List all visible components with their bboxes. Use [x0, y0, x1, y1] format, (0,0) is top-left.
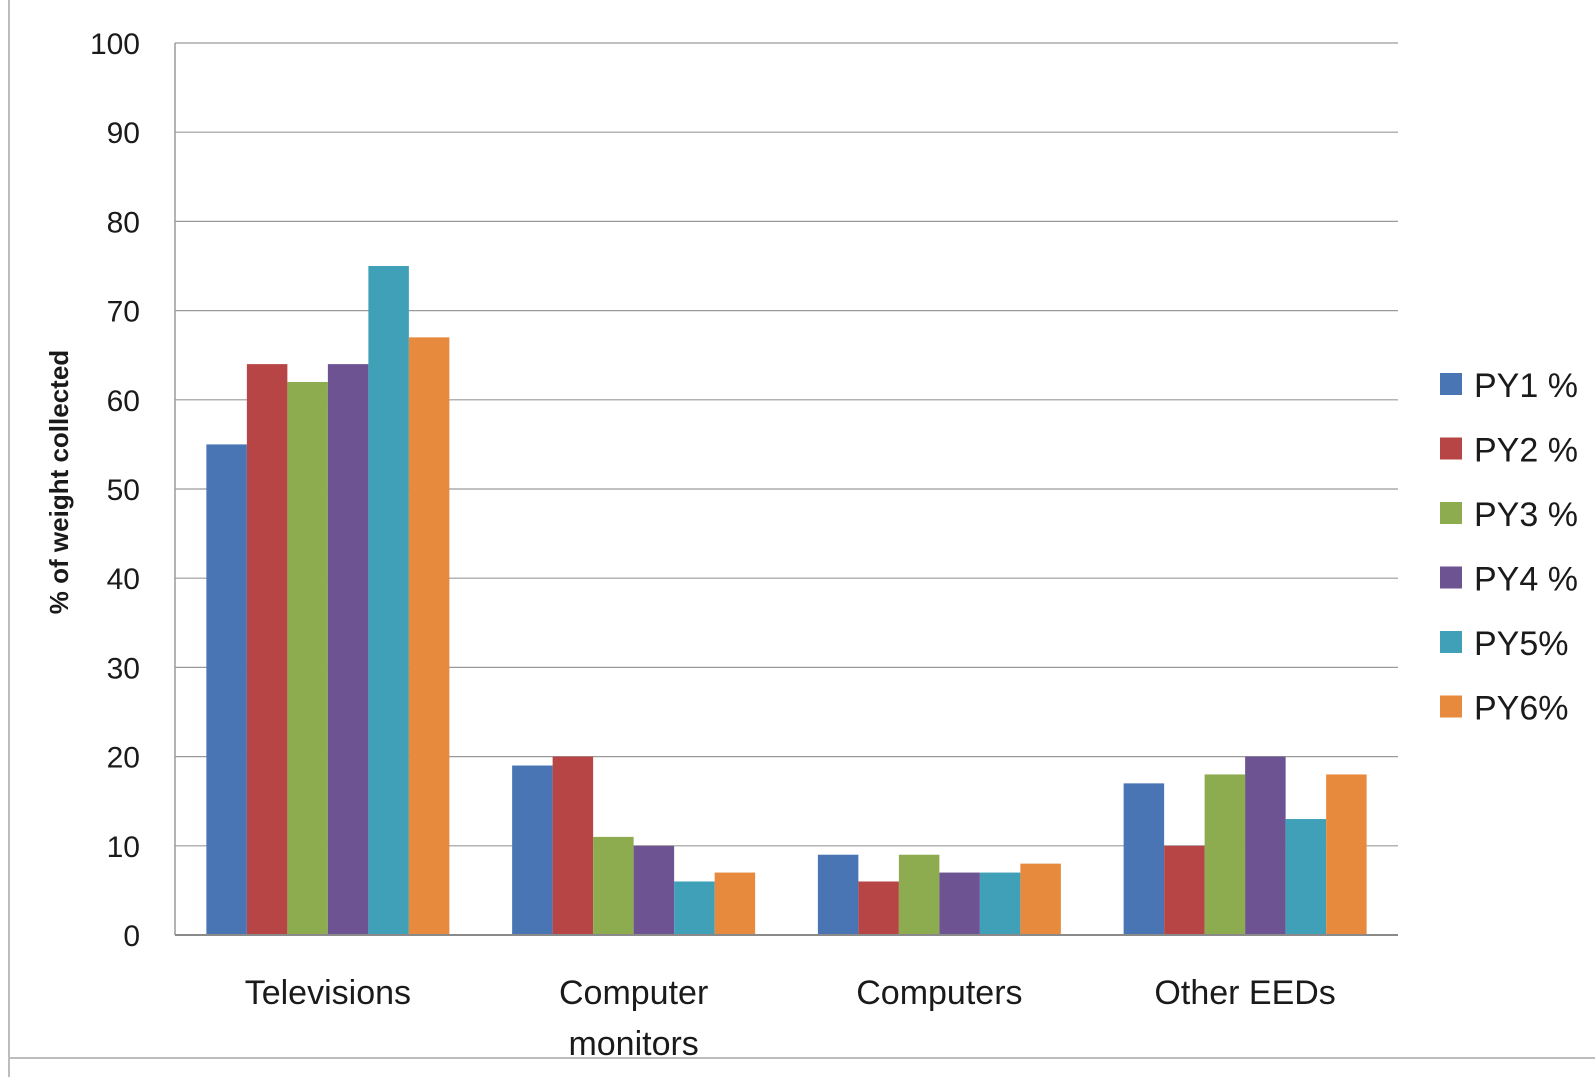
- legend-item: PY2 %: [1440, 432, 1578, 470]
- legend-label: PY3 %: [1474, 496, 1578, 534]
- bar: [512, 765, 553, 935]
- y-tick-label: 80: [107, 206, 140, 239]
- legend-item: PY4 %: [1440, 561, 1578, 599]
- bar: [633, 845, 675, 935]
- left-border-line: [8, 0, 10, 1077]
- legend-label: PY4 %: [1474, 561, 1578, 599]
- y-tick-label: 10: [107, 831, 140, 864]
- bar: [593, 836, 634, 935]
- y-tick-label: 30: [107, 652, 140, 685]
- bar: [408, 337, 450, 935]
- y-tick-label: 50: [107, 474, 140, 507]
- bar: [246, 364, 288, 935]
- y-tick-label: 60: [107, 385, 140, 418]
- legend-item: PY6%: [1440, 690, 1569, 728]
- x-axis: [174, 43, 1398, 936]
- category-labels: Televisions Computer monitors Computers Othe…: [245, 974, 1336, 1063]
- bar: [1020, 863, 1061, 935]
- legend-label: PY2 %: [1474, 432, 1578, 470]
- y-tick-label: 40: [107, 563, 140, 596]
- bar: [1285, 819, 1327, 935]
- legend-item: PY5%: [1440, 625, 1569, 663]
- category-label: Computers: [856, 974, 1022, 1012]
- bar: [817, 854, 859, 935]
- gridlines: [175, 42, 1398, 847]
- y-tick-label: 20: [107, 742, 140, 775]
- y-axis-label: % of weight collected: [44, 350, 74, 614]
- y-tick-labels: 0 10 20 30 40 50 60 70 80 90 100: [90, 28, 140, 953]
- category-label: Other EEDs: [1154, 974, 1335, 1012]
- bar: [287, 381, 328, 936]
- legend-swatch: [1440, 566, 1462, 589]
- legend-label: PY1 %: [1474, 367, 1578, 405]
- bar: [327, 364, 369, 935]
- bottom-border-line: [8, 1057, 1595, 1059]
- category-label: monitors: [568, 1025, 698, 1063]
- bar: [1204, 774, 1246, 935]
- bar: [1164, 845, 1205, 935]
- legend-swatch: [1440, 502, 1462, 524]
- legend-label: PY6%: [1474, 690, 1569, 728]
- bar: [1123, 783, 1165, 935]
- bar: [674, 881, 715, 935]
- y-tick-label: 0: [123, 920, 140, 953]
- legend: PY1 % PY2 % PY3 % PY4 % PY5% PY6%: [1440, 367, 1578, 728]
- bar: [714, 872, 756, 935]
- bar: [979, 872, 1021, 935]
- bar: [1326, 774, 1367, 935]
- y-tick-label: 70: [107, 296, 140, 329]
- legend-swatch: [1440, 437, 1462, 460]
- bar: [206, 444, 247, 935]
- bar: [939, 872, 980, 935]
- legend-item: PY3 %: [1440, 496, 1578, 534]
- bar: [368, 266, 409, 935]
- y-tick-label: 100: [90, 28, 140, 61]
- bar: [552, 756, 594, 935]
- bar: [898, 854, 940, 935]
- y-tick-label: 90: [107, 117, 140, 150]
- legend-swatch: [1440, 631, 1462, 653]
- legend-label: PY5%: [1474, 625, 1569, 663]
- bar: [858, 881, 899, 935]
- category-label: Computer: [559, 974, 708, 1012]
- legend-swatch: [1440, 373, 1462, 395]
- legend-swatch: [1440, 695, 1462, 718]
- category-label: Televisions: [245, 974, 411, 1012]
- bar: [1245, 756, 1286, 935]
- bars: [206, 266, 1367, 936]
- legend-item: PY1 %: [1440, 367, 1578, 405]
